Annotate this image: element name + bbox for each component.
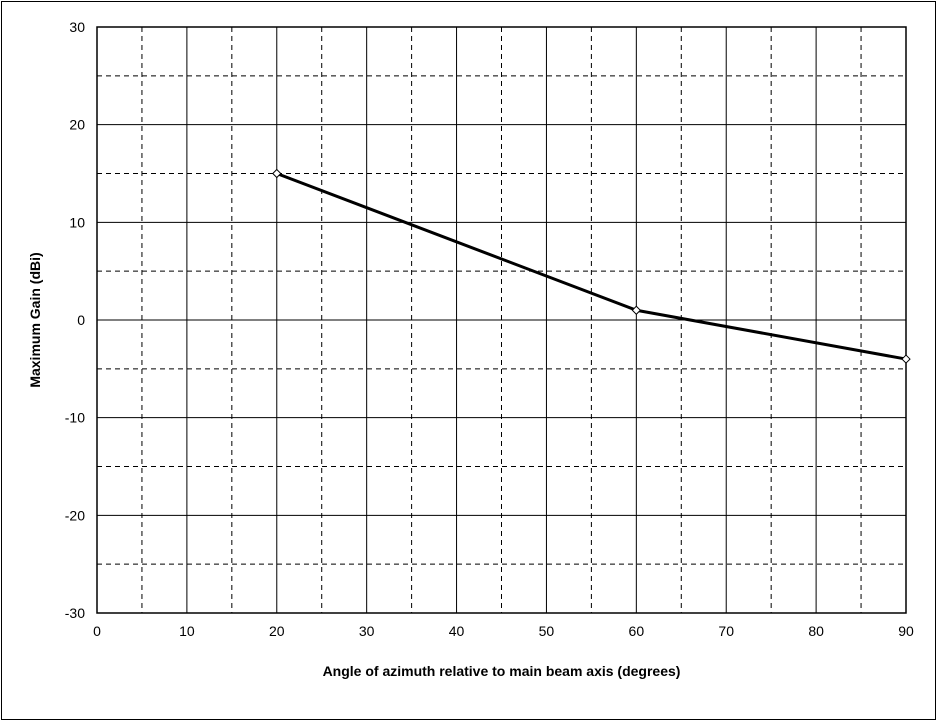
- y-tick-label: 10: [69, 214, 85, 230]
- x-tick-label: 50: [539, 623, 555, 639]
- x-tick-label: 70: [718, 623, 734, 639]
- y-tick-label: 20: [69, 117, 85, 133]
- x-tick-label: 60: [629, 623, 645, 639]
- y-tick-labels: 30 20 10 0 -10 -20 -30: [65, 19, 85, 621]
- y-tick-label: 30: [69, 19, 85, 35]
- y-tick-label: -30: [65, 605, 85, 621]
- x-axis-title: Angle of azimuth relative to main beam a…: [323, 663, 681, 679]
- data-point-marker: [631, 305, 642, 315]
- data-point-marker: [272, 168, 282, 179]
- y-tick-label: -10: [65, 410, 85, 426]
- y-tick-label: -20: [65, 507, 85, 523]
- x-tick-label: 0: [93, 623, 101, 639]
- x-tick-label: 90: [898, 623, 914, 639]
- y-axis-title: Maximum Gain (dBi): [27, 252, 43, 387]
- x-tick-label: 40: [449, 623, 465, 639]
- x-tick-labels: 0 10 20 30 40 50 60 70 80 90: [93, 623, 914, 639]
- x-tick-label: 80: [808, 623, 824, 639]
- x-tick-label: 20: [269, 623, 285, 639]
- series-group: [272, 168, 911, 364]
- x-tick-label: 30: [359, 623, 375, 639]
- grid-major: [97, 27, 906, 613]
- plot-area: [96, 26, 907, 614]
- x-tick-label: 10: [179, 623, 195, 639]
- data-point-marker: [901, 354, 911, 364]
- y-tick-label: 0: [77, 312, 85, 328]
